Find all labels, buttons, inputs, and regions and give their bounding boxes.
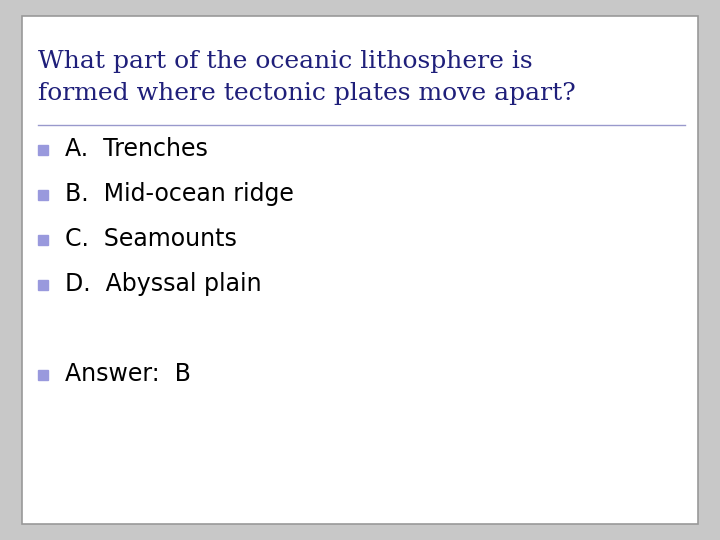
Bar <box>38 370 48 380</box>
Text: C.  Seamounts: C. Seamounts <box>65 227 237 251</box>
Text: What part of the oceanic lithosphere is: What part of the oceanic lithosphere is <box>38 50 533 73</box>
Text: A.  Trenches: A. Trenches <box>65 137 208 161</box>
Text: formed where tectonic plates move apart?: formed where tectonic plates move apart? <box>38 82 576 105</box>
Text: Answer:  B: Answer: B <box>65 362 191 386</box>
Bar <box>38 145 48 155</box>
Bar <box>38 280 48 290</box>
Text: D.  Abyssal plain: D. Abyssal plain <box>65 272 261 296</box>
Bar <box>38 235 48 245</box>
Text: B.  Mid-ocean ridge: B. Mid-ocean ridge <box>65 182 294 206</box>
Bar <box>38 190 48 200</box>
